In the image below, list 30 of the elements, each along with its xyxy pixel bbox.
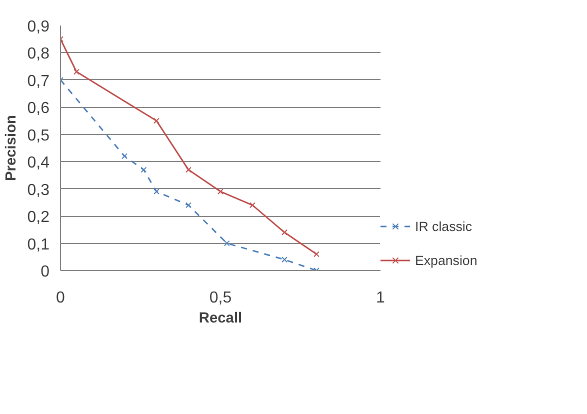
point — [250, 202, 256, 208]
x-tick-label: 0,5 — [209, 290, 232, 306]
y-tick-label: 0,8 — [27, 46, 50, 63]
y-tick-label: 0 — [40, 264, 50, 280]
point — [154, 188, 160, 195]
point — [282, 229, 288, 236]
y-tick-label: 0,5 — [27, 127, 50, 144]
y-tick-label: 0,9 — [27, 18, 50, 36]
y-tick-label: 0,1 — [27, 236, 50, 254]
point — [282, 256, 288, 263]
x-axis-title: Recall — [198, 310, 242, 326]
y-tick-label: 0,2 — [27, 209, 50, 226]
y-axis-title: Precision — [3, 114, 20, 181]
y-tick-label: 0,6 — [27, 100, 50, 118]
point — [154, 118, 160, 124]
y-tick-label: 0,4 — [27, 154, 50, 172]
point — [140, 166, 147, 173]
y-tick-label: 0,7 — [27, 72, 50, 90]
point — [74, 68, 80, 75]
point — [186, 166, 192, 173]
x-tick-label: 1 — [376, 290, 386, 306]
legend-label: Expansion — [415, 252, 478, 268]
point — [224, 240, 230, 246]
point — [218, 188, 224, 195]
y-tick-label: 0,3 — [27, 182, 50, 199]
legend-label: IR classic — [415, 218, 472, 234]
point — [314, 251, 320, 258]
x-tick-label: 0 — [56, 290, 66, 306]
point — [122, 153, 128, 160]
point — [186, 202, 192, 208]
